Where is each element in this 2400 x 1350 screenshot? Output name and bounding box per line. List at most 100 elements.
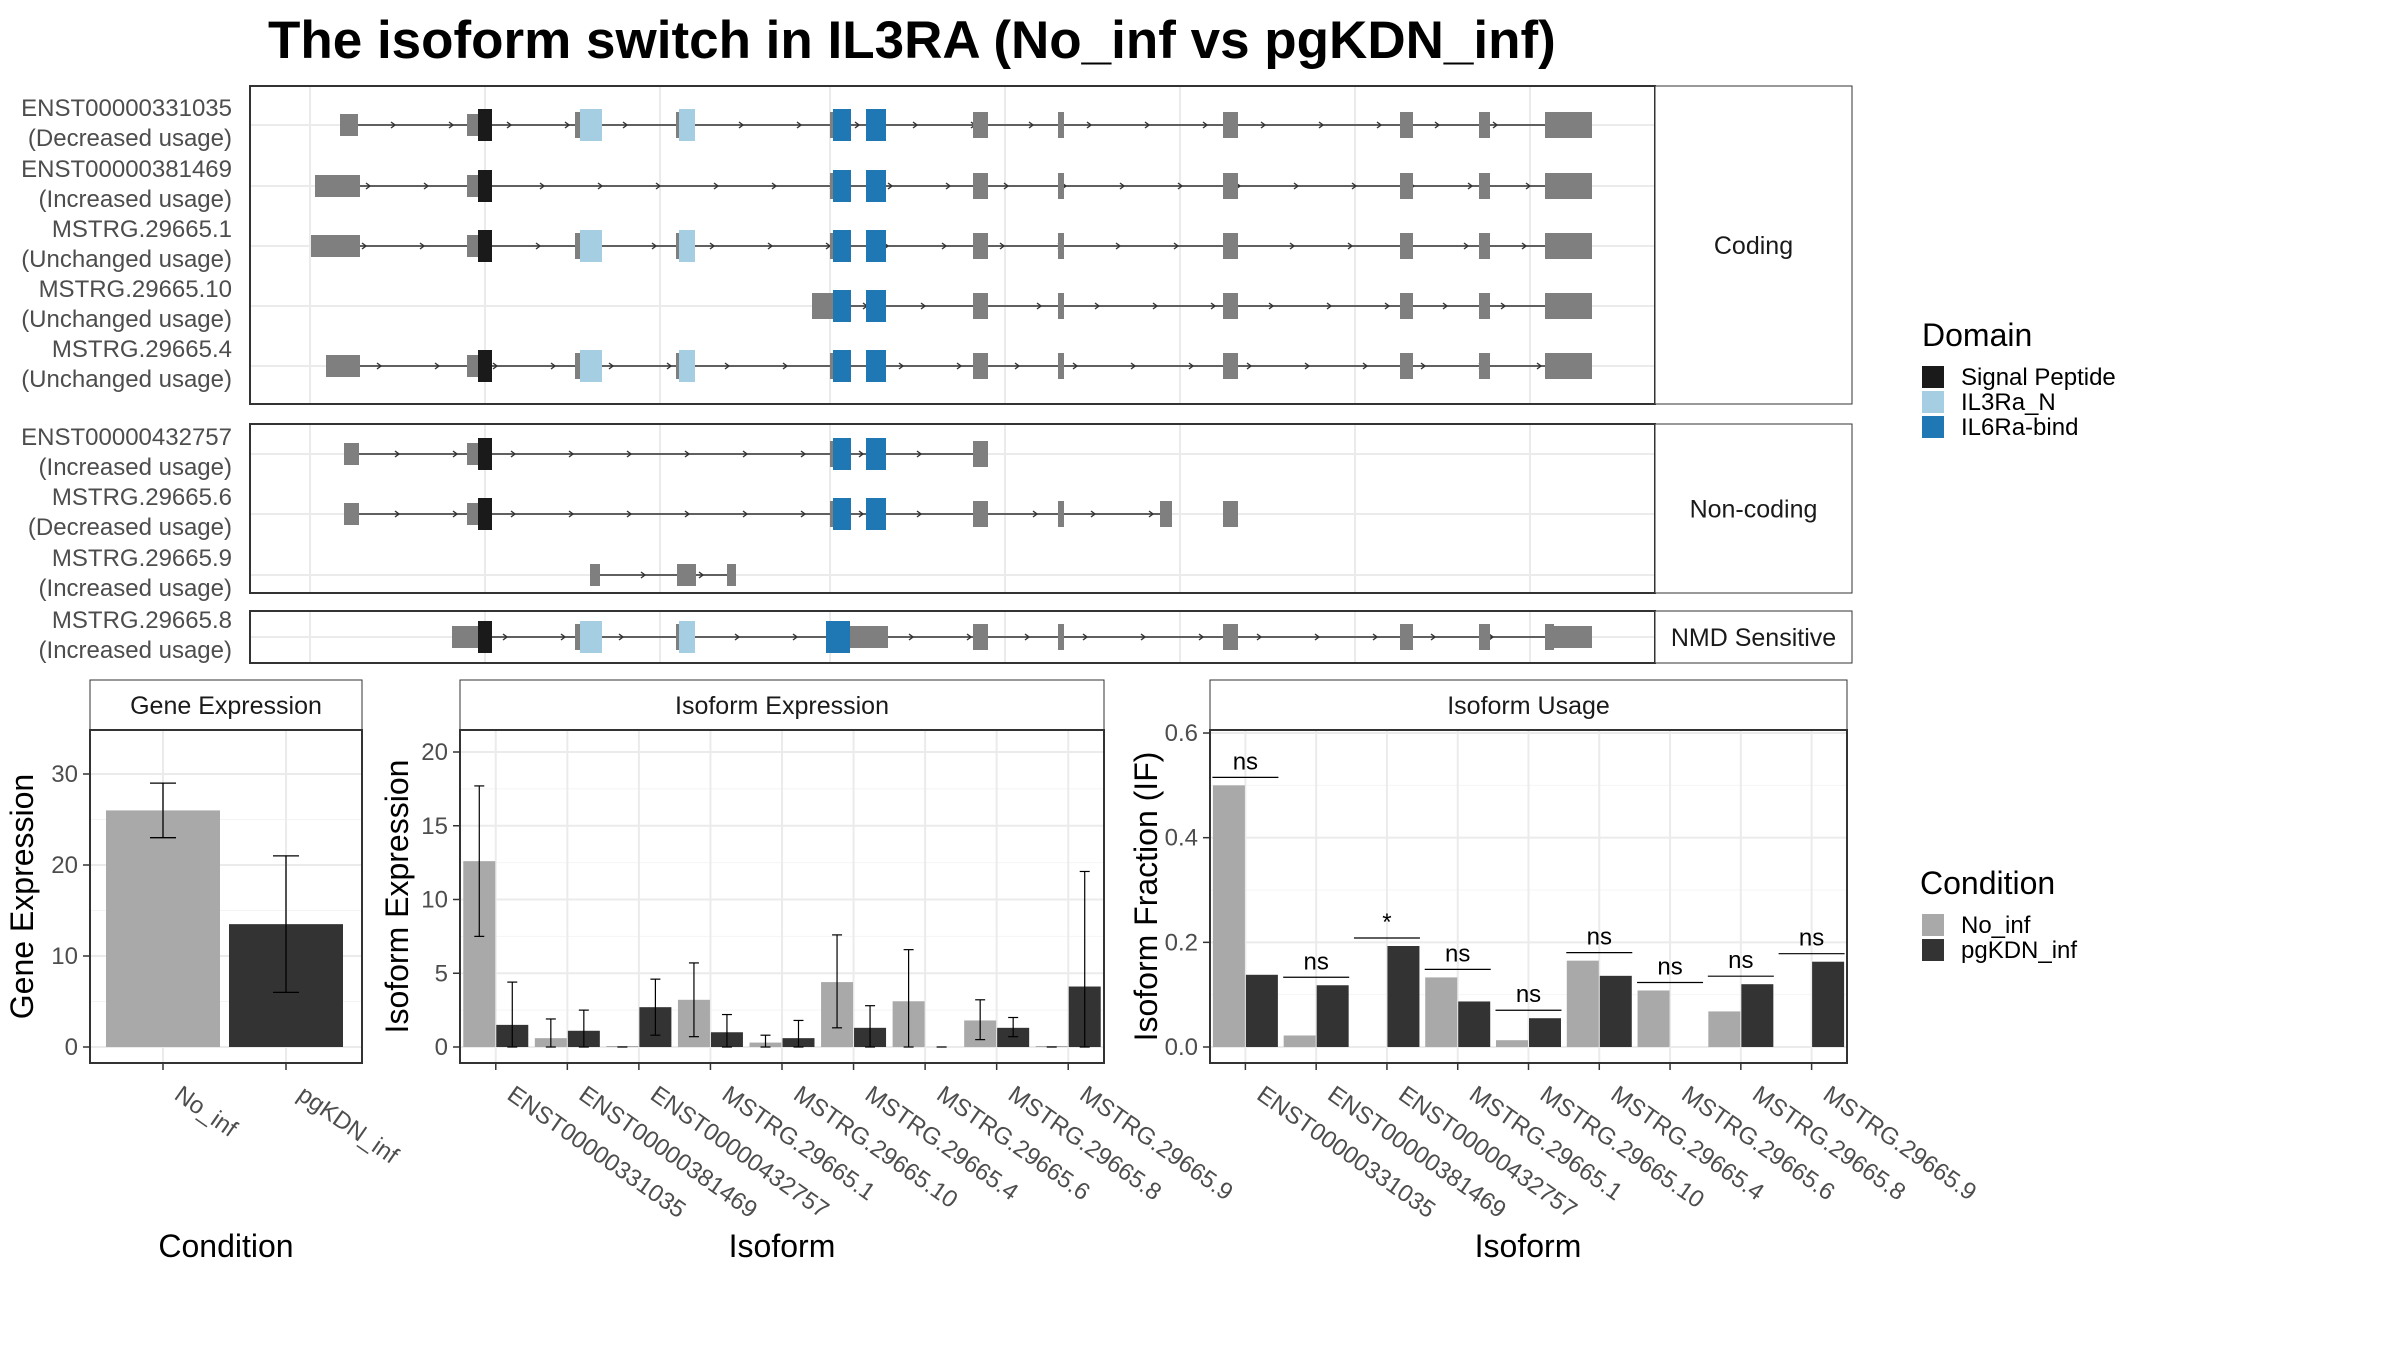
exon: [1223, 293, 1238, 319]
strand-arrow: [713, 182, 720, 190]
strand-arrow: [666, 362, 673, 370]
strand-arrow: [564, 121, 571, 129]
transcript-id: ENST00000432757: [21, 424, 232, 451]
exon: [1400, 173, 1413, 199]
exon: [1160, 501, 1172, 527]
strand-arrow: [1492, 121, 1499, 129]
protein-domain: [833, 290, 851, 322]
significance-label: ns: [1303, 948, 1328, 975]
exon: [1223, 112, 1238, 138]
strand-arrow: [568, 510, 575, 518]
exon: [575, 624, 583, 650]
exon: [973, 293, 988, 319]
significance-label: *: [1382, 909, 1391, 936]
protein-domain: [866, 498, 886, 530]
legend-label: No_inf: [1961, 912, 2031, 939]
strand-arrow: [1198, 633, 1205, 641]
exon: [1223, 624, 1238, 650]
strand-arrow: [1351, 182, 1358, 190]
strand-arrow: [1318, 121, 1325, 129]
bar: [106, 810, 220, 1047]
protein-domain: [826, 621, 850, 653]
significance-label: ns: [1587, 924, 1612, 951]
exon: [1223, 233, 1238, 259]
exon: [1545, 353, 1554, 379]
strand-arrow: [1090, 510, 1097, 518]
exon: [452, 626, 480, 648]
protein-domain: [478, 498, 492, 530]
strand-arrow: [1525, 182, 1532, 190]
exon: [973, 441, 988, 467]
transcript-usage: (Unchanged usage): [21, 246, 232, 273]
exon: [467, 443, 480, 465]
y-axis-title: Gene Expression: [4, 774, 40, 1019]
strand-arrow: [1500, 302, 1507, 310]
transcript-id: MSTRG.29665.6: [52, 484, 232, 511]
strand-arrow: [510, 510, 517, 518]
y-tick-label: 0.4: [1165, 825, 1198, 852]
domain-legend-title: Domain: [1922, 317, 2032, 353]
strand-arrow: [1028, 121, 1035, 129]
bar: [1708, 1011, 1741, 1047]
condition-legend-title: Condition: [1920, 865, 2055, 901]
strand-arrow: [1177, 182, 1184, 190]
strand-arrow: [1384, 302, 1391, 310]
strand-arrow: [1488, 633, 1495, 641]
strand-arrow: [1072, 362, 1079, 370]
transcript-id: MSTRG.29665.1: [52, 216, 232, 243]
facet-strip: [1654, 423, 1853, 594]
legend-label: pgKDN_inf: [1961, 937, 2077, 964]
chart-0: Gene Expression 0 10 20 30 No_inf pgKDN_inf Con…: [4, 679, 403, 1264]
y-axis-title: Isoform Expression: [379, 760, 415, 1034]
strand-arrow: [1430, 633, 1437, 641]
legend-key: [1922, 939, 1944, 961]
strand-arrow: [1024, 633, 1031, 641]
exon: [1479, 233, 1490, 259]
strand-arrow: [1202, 121, 1209, 129]
strand-arrow: [916, 450, 923, 458]
transcript-usage: (Increased usage): [39, 637, 232, 664]
protein-domain: [866, 350, 886, 382]
figure-title: The isoform switch in IL3RA (No_inf vs p…: [268, 11, 1556, 70]
strand-arrow: [887, 182, 894, 190]
transcript-usage: (Increased usage): [39, 575, 232, 602]
strand-arrow: [742, 450, 749, 458]
strand-arrow: [724, 362, 731, 370]
strand-arrow: [550, 362, 557, 370]
strand-arrow: [1082, 633, 1089, 641]
facet-strip: [1654, 85, 1853, 405]
exon: [1554, 112, 1592, 138]
x-axis-title: Condition: [158, 1228, 293, 1264]
bar: [1741, 984, 1774, 1047]
strand-arrow: [916, 510, 923, 518]
strand-arrow: [597, 182, 604, 190]
transcript-usage: (Unchanged usage): [21, 366, 232, 393]
strand-arrow: [738, 121, 745, 129]
significance-label: ns: [1233, 748, 1258, 775]
protein-domain: [679, 621, 695, 653]
y-tick-label: 0: [435, 1034, 448, 1061]
exon: [1058, 293, 1064, 319]
significance-label: ns: [1516, 981, 1541, 1008]
y-tick-label: 10: [421, 887, 448, 914]
exon: [1545, 173, 1554, 199]
strand-arrow: [912, 121, 919, 129]
exon: [467, 114, 480, 136]
exon: [1058, 173, 1064, 199]
strand-arrow: [684, 510, 691, 518]
strand-arrow: [539, 182, 546, 190]
strand-arrow: [800, 450, 807, 458]
strand-arrow: [1032, 510, 1039, 518]
transcript-id: MSTRG.29665.9: [52, 545, 232, 572]
exon: [467, 503, 480, 525]
exon: [973, 624, 988, 650]
y-tick-label: 20: [51, 852, 78, 879]
bar: [1529, 1018, 1561, 1047]
strand-arrow: [999, 242, 1006, 250]
exon: [1554, 233, 1592, 259]
strand-arrow: [1434, 121, 1441, 129]
strand-arrow: [1256, 633, 1263, 641]
strand-arrow: [492, 362, 499, 370]
strand-arrow: [734, 633, 741, 641]
